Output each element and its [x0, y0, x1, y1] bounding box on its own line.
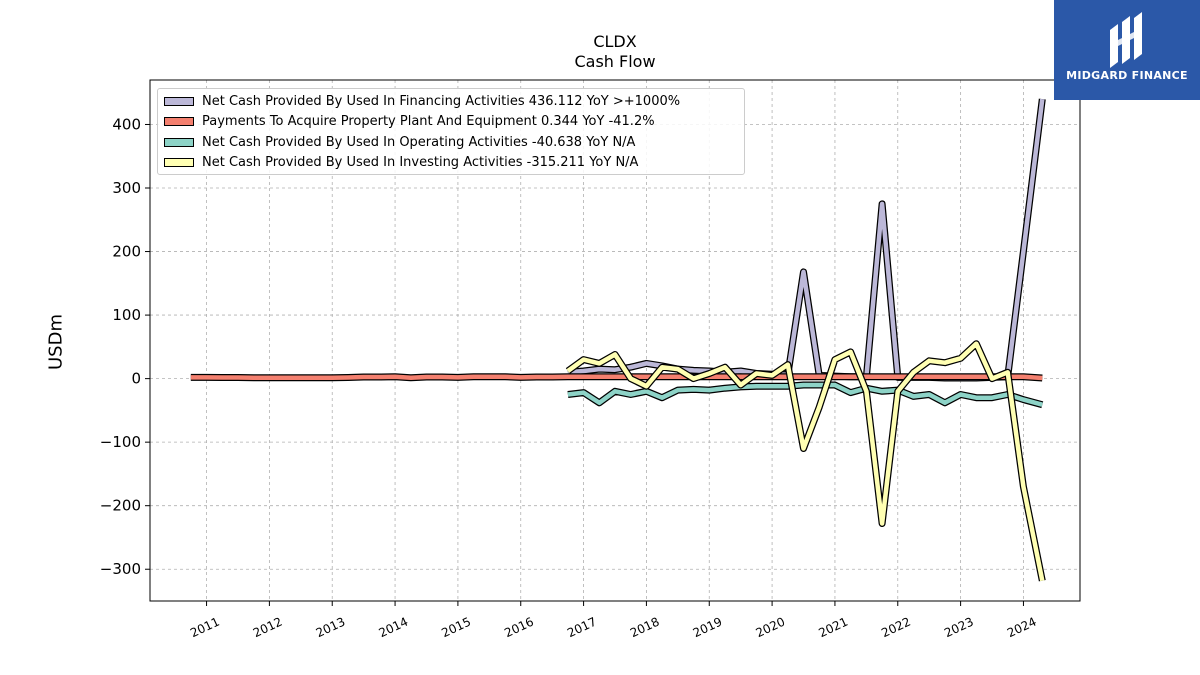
legend-swatch: [164, 96, 194, 106]
x-tick-label: 2011: [188, 615, 222, 641]
chart-subtitle: Cash Flow: [574, 52, 656, 71]
x-tick-label: 2023: [942, 615, 976, 641]
series-line-3: [566, 341, 1045, 582]
chart-title: CLDX: [593, 32, 637, 51]
x-tick-label: 2013: [314, 615, 348, 641]
y-tick-label: −200: [100, 497, 141, 515]
legend-item: Payments To Acquire Property Plant And E…: [164, 114, 655, 130]
x-tick-label: 2019: [691, 615, 725, 641]
legend-item: Net Cash Provided By Used In Financing A…: [164, 93, 680, 109]
legend-label: Net Cash Provided By Used In Operating A…: [202, 134, 636, 150]
legend-swatch: [164, 158, 194, 167]
y-tick-label: 0: [131, 370, 141, 388]
logo-brand-text: MIDGARD FINANCE: [1066, 69, 1188, 82]
legend: Net Cash Provided By Used In Financing A…: [157, 88, 745, 175]
x-tick-label: 2014: [377, 615, 411, 641]
legend-swatch: [164, 117, 194, 126]
series-line-2: [567, 382, 1043, 407]
legend-label: Payments To Acquire Property Plant And E…: [202, 114, 655, 129]
y-tick-label: 300: [112, 179, 141, 197]
x-tick-label: 2022: [879, 615, 913, 641]
x-tick-label: 2015: [439, 615, 473, 641]
y-tick-label: −100: [100, 433, 141, 451]
chart-title-block: CLDX Cash Flow: [150, 32, 1080, 72]
legend-swatch: [164, 137, 194, 147]
y-axis-label: USDm: [45, 314, 67, 370]
x-tick-label: 2017: [565, 615, 599, 641]
series-line-1: [190, 374, 1043, 381]
y-tick-label: 100: [112, 306, 141, 324]
y-tick-label: −300: [100, 560, 141, 578]
x-tick-label: 2012: [251, 615, 285, 641]
legend-item: Net Cash Provided By Used In Investing A…: [164, 155, 638, 171]
x-tick-label: 2020: [754, 615, 788, 641]
x-tick-label: 2021: [816, 615, 850, 641]
midgard-logo-icon: [1110, 12, 1142, 68]
legend-label: Net Cash Provided By Used In Financing A…: [202, 93, 681, 109]
legend-item: Net Cash Provided By Used In Operating A…: [164, 134, 635, 150]
plot-frame: [149, 79, 1081, 602]
x-tick-label: 2018: [628, 615, 662, 641]
x-tick-label: 2024: [1005, 615, 1039, 641]
legend-label: Net Cash Provided By Used In Investing A…: [202, 155, 639, 170]
y-tick-label: 400: [112, 115, 141, 133]
x-tick-label: 2016: [502, 615, 536, 641]
y-tick-label: 200: [112, 243, 141, 261]
midgard-finance-logo: MIDGARD FINANCE: [1054, 0, 1200, 100]
